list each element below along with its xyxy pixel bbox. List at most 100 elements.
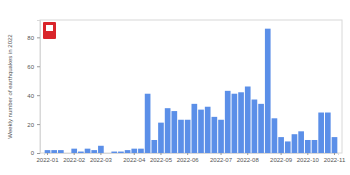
x-tick: 2022-09 <box>270 153 293 163</box>
x-tick: 2022-08 <box>237 153 260 163</box>
y-tick-mark <box>37 153 40 154</box>
x-tick-label: 2022-08 <box>237 157 260 163</box>
y-tick-label: 60 <box>27 64 34 70</box>
bar <box>85 149 91 153</box>
x-tick-label: 2022-03 <box>90 157 113 163</box>
x-axis: 2022-01 2022-02 2022-03 2022-04 2022-05 2022-… <box>36 153 345 163</box>
bar <box>45 150 51 153</box>
bar <box>258 104 264 153</box>
x-tick: 2022-06 <box>177 153 200 163</box>
x-tick: 2022-01 <box>36 153 59 163</box>
x-tick: 2022-07 <box>210 153 233 163</box>
bar <box>298 131 304 153</box>
bar <box>165 108 171 153</box>
bar <box>105 153 111 154</box>
y-axis-title: Weekly number of earthquakes in 2022 <box>7 34 13 139</box>
x-tick-mark <box>247 153 248 155</box>
bar <box>272 118 278 153</box>
bar <box>98 146 104 153</box>
x-tick: 2022-11 <box>324 153 346 163</box>
bar <box>131 149 137 153</box>
y-tick-label: 40 <box>27 93 34 99</box>
bar <box>325 113 331 153</box>
x-tick-mark <box>47 153 48 155</box>
bar <box>265 29 271 153</box>
y-tick: 40 <box>27 93 40 99</box>
x-tick-mark <box>187 153 188 155</box>
bar <box>305 140 311 153</box>
y-tick-mark <box>37 95 40 96</box>
bar <box>245 87 251 154</box>
bar <box>198 110 204 153</box>
x-tick-mark <box>334 153 335 155</box>
bar <box>218 120 224 153</box>
bar <box>58 150 64 153</box>
y-tick-mark <box>37 37 40 38</box>
y-tick-mark <box>37 66 40 67</box>
bar <box>185 120 191 153</box>
x-tick-mark <box>281 153 282 155</box>
bar <box>192 104 198 153</box>
bar <box>278 137 284 153</box>
y-axis-line <box>37 21 41 154</box>
bar <box>51 150 57 153</box>
y-tick: 80 <box>27 35 40 41</box>
bar <box>205 107 211 153</box>
bar <box>232 94 238 153</box>
x-tick-label: 2022-02 <box>63 157 86 163</box>
x-tick-label: 2022-09 <box>270 157 293 163</box>
bar <box>125 150 131 153</box>
y-axis: 0 20 40 60 80 <box>27 21 40 157</box>
x-tick-mark <box>160 153 161 155</box>
y-tick-label: 0 <box>31 150 35 156</box>
y-tick-label: 80 <box>27 35 34 41</box>
x-tick-label: 2022-05 <box>150 157 173 163</box>
bar <box>111 152 117 153</box>
bar <box>91 150 97 153</box>
bar <box>78 152 84 153</box>
x-tick-mark <box>74 153 75 155</box>
bar <box>318 113 324 153</box>
x-tick: 2022-05 <box>150 153 173 163</box>
bar <box>225 91 231 153</box>
x-tick-mark <box>221 153 222 155</box>
x-tick-label: 2022-01 <box>36 157 59 163</box>
bar <box>71 149 77 153</box>
plot: 0204060802022-012022-022022-032022-04202… <box>27 20 346 163</box>
bar <box>178 120 184 153</box>
bar <box>171 111 177 153</box>
x-tick-label: 2022-04 <box>123 157 146 163</box>
bar <box>292 134 298 153</box>
bar <box>145 94 151 153</box>
plot-frame <box>40 20 342 153</box>
x-tick: 2022-04 <box>123 153 146 163</box>
x-tick-label: 2022-06 <box>177 157 200 163</box>
x-tick-mark <box>307 153 308 155</box>
bar <box>332 137 338 153</box>
bar <box>285 141 291 153</box>
bar <box>158 123 164 153</box>
bars <box>45 29 338 153</box>
bar <box>312 140 318 153</box>
bar <box>212 117 218 153</box>
y-tick: 60 <box>27 64 40 70</box>
y-tick: 20 <box>27 122 40 128</box>
x-axis-line <box>45 154 339 156</box>
bar <box>65 153 71 154</box>
x-tick-mark <box>134 153 135 155</box>
bar <box>138 149 144 153</box>
bar <box>238 92 244 153</box>
y-tick-mark <box>37 124 40 125</box>
y-tick: 0 <box>31 150 40 156</box>
bar <box>252 100 258 153</box>
bar <box>118 152 124 153</box>
x-tick-label: 2022-11 <box>324 157 346 163</box>
x-tick: 2022-02 <box>63 153 86 163</box>
x-tick: 2022-10 <box>297 153 320 163</box>
bar <box>151 140 157 153</box>
x-tick-label: 2022-10 <box>297 157 320 163</box>
y-tick-label: 20 <box>27 122 34 128</box>
x-tick-label: 2022-07 <box>210 157 233 163</box>
logo <box>43 22 56 39</box>
x-tick-mark <box>100 153 101 155</box>
